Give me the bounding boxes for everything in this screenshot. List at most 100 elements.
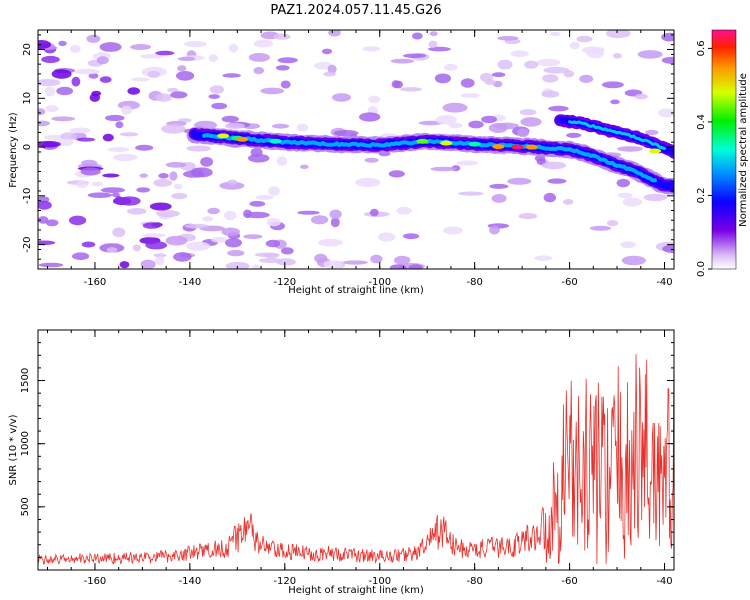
noise-blob xyxy=(582,46,605,54)
noise-blob xyxy=(169,171,178,181)
noise-blob xyxy=(44,86,56,97)
noise-blob xyxy=(248,53,270,62)
noise-blob xyxy=(142,233,167,238)
noise-blob xyxy=(579,74,594,83)
noise-blob xyxy=(186,145,211,152)
noise-blob xyxy=(507,177,532,185)
snr-ylabel: SNR (10 * v/v) xyxy=(8,414,19,485)
noise-blob xyxy=(115,121,124,129)
noise-blob xyxy=(323,260,343,269)
noise-blob xyxy=(457,191,484,196)
noise-blob xyxy=(620,241,636,249)
y-tick-label: 0 xyxy=(22,144,33,150)
noise-blob xyxy=(224,210,237,221)
noise-blob xyxy=(333,130,359,137)
noise-blob xyxy=(617,192,633,199)
noise-blob xyxy=(89,93,101,102)
snr-frame xyxy=(37,329,675,571)
colorbar-tick-label: 0.0 xyxy=(696,261,707,277)
noise-blob xyxy=(563,199,574,205)
noise-blob xyxy=(370,254,383,264)
noise-blob xyxy=(394,255,411,265)
noise-blob xyxy=(142,222,161,229)
spectrogram-xlabel: Height of straight line (km) xyxy=(288,285,424,296)
noise-blob xyxy=(173,252,192,262)
noise-blob xyxy=(610,99,620,105)
noise-blob xyxy=(139,173,148,178)
noise-blob xyxy=(327,64,337,74)
noise-blob xyxy=(153,179,173,187)
noise-blob xyxy=(221,227,240,237)
ridge-core xyxy=(492,144,505,150)
noise-blob xyxy=(442,102,468,113)
noise-blob xyxy=(389,264,407,269)
noise-blob xyxy=(491,193,507,203)
noise-blob xyxy=(147,70,160,78)
noise-blob xyxy=(208,94,220,99)
ridge-core xyxy=(649,148,662,154)
noise-blob xyxy=(543,192,556,203)
snr-series-line xyxy=(38,354,674,565)
noise-blob xyxy=(106,247,118,253)
noise-blob xyxy=(86,34,101,43)
ridge-core xyxy=(525,144,538,150)
noise-blob xyxy=(280,80,291,89)
noise-blob xyxy=(177,56,196,62)
noise-blob xyxy=(430,166,457,172)
noise-blob xyxy=(165,161,187,168)
noise-blob xyxy=(74,68,100,75)
noise-blob xyxy=(435,115,457,125)
noise-blob xyxy=(510,50,529,57)
noise-blob xyxy=(378,232,396,242)
noise-blob xyxy=(96,56,109,65)
noise-blob xyxy=(41,55,60,64)
noise-blob xyxy=(219,181,245,190)
noise-blob xyxy=(227,249,245,257)
noise-blob xyxy=(72,252,90,260)
noise-blob xyxy=(444,63,458,71)
noise-blob xyxy=(112,227,126,238)
noise-blob xyxy=(388,170,405,178)
noise-blob xyxy=(518,213,538,220)
noise-blob xyxy=(119,261,130,269)
noise-blob xyxy=(186,241,211,251)
noise-blob xyxy=(497,59,513,70)
noise-blob xyxy=(542,74,559,83)
noise-blob xyxy=(44,134,65,141)
noise-blob xyxy=(227,179,238,185)
noise-blob xyxy=(69,215,87,226)
noise-blob xyxy=(111,192,120,198)
noise-blob xyxy=(621,255,646,266)
noise-blob xyxy=(517,128,529,138)
ridge-core xyxy=(416,138,429,144)
noise-blob xyxy=(456,160,479,166)
noise-blob xyxy=(60,132,77,141)
noise-blob xyxy=(657,108,674,118)
peak-marker xyxy=(513,145,522,150)
snr-xlabel: Height of straight line (km) xyxy=(288,585,424,596)
x-tick-label: -40 xyxy=(656,277,672,288)
colorbar: 0.0 0.2 0.4 0.6 Normalized spectral amplitu… xyxy=(696,29,749,277)
noise-blob xyxy=(38,140,61,148)
y-tick-label: 1500 xyxy=(20,368,31,393)
noise-blob xyxy=(408,264,423,269)
colorbar-label: Normalized spectral amplitude xyxy=(738,73,749,227)
noise-blob xyxy=(569,41,580,50)
noise-blob xyxy=(637,50,663,59)
ridge-core xyxy=(468,141,481,147)
noise-blob xyxy=(576,35,593,43)
noise-blob xyxy=(643,193,668,202)
x-tick-label: -160 xyxy=(84,277,107,288)
noise-blob xyxy=(390,58,415,64)
noise-blob xyxy=(69,127,91,134)
x-tick-label: -120 xyxy=(273,277,296,288)
noise-blob xyxy=(145,241,168,250)
noise-blob xyxy=(612,53,622,59)
x-tick-label: -100 xyxy=(368,576,391,587)
ridge-core xyxy=(269,138,282,144)
noise-blob xyxy=(468,120,484,129)
noise-blob xyxy=(484,79,496,85)
noise-blob xyxy=(171,193,188,200)
